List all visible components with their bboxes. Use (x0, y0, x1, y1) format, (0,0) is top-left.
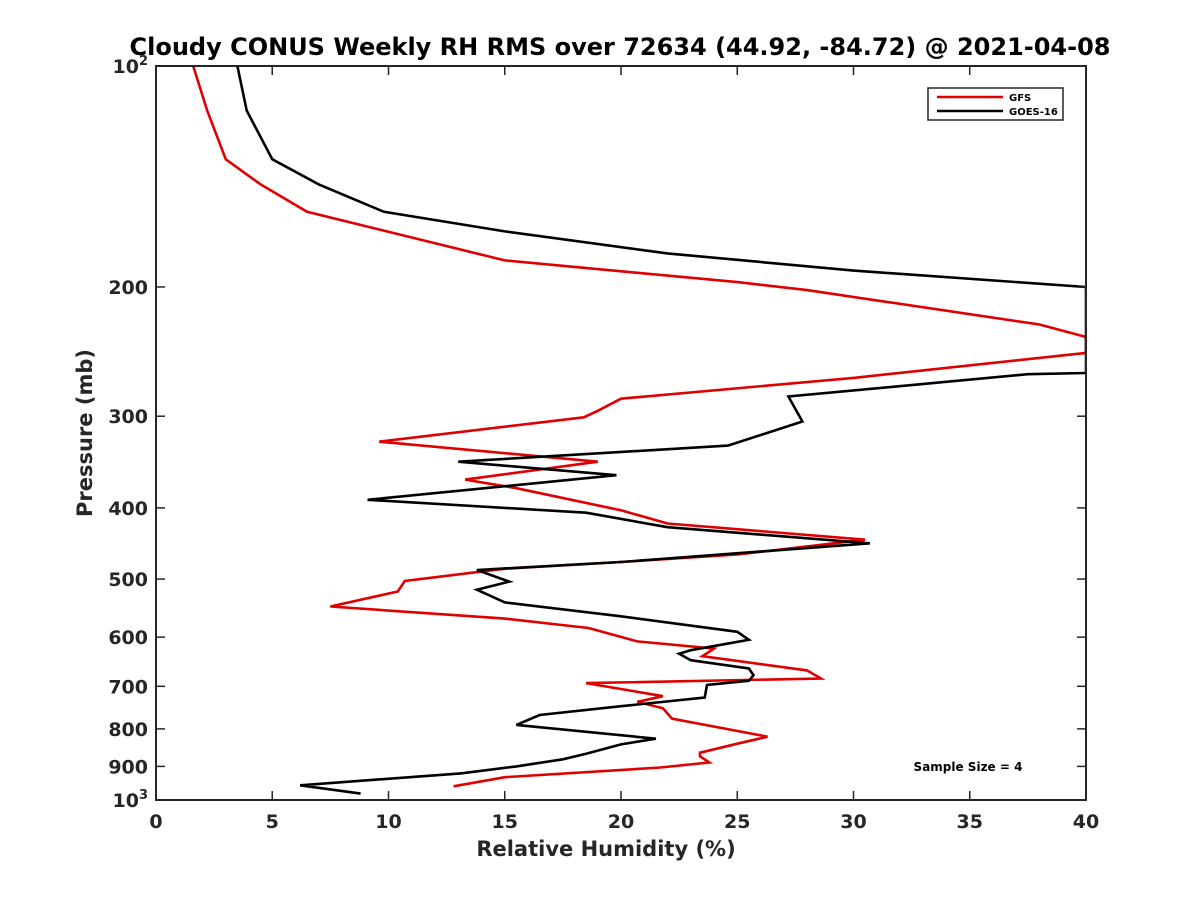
x-tick-label: 35 (957, 811, 983, 833)
legend-label-gfs: GFS (1009, 93, 1031, 104)
sample-size-annotation: Sample Size = 4 (914, 760, 1023, 774)
y-tick-label: 600 (108, 627, 148, 649)
y-tick-label: 700 (108, 676, 148, 698)
legend-label-goes16: GOES-16 (1009, 107, 1058, 118)
x-tick-label: 20 (608, 811, 634, 833)
y-tick-label: 400 (108, 498, 148, 520)
y-tick-label: 500 (108, 569, 148, 591)
x-tick-label: 0 (149, 811, 162, 833)
y-axis-label: Pressure (mb) (73, 349, 97, 517)
x-tick-label: 15 (492, 811, 518, 833)
y-tick-label: 103 (113, 788, 149, 812)
legend: GFS GOES-16 (927, 87, 1064, 121)
y-tick-label: 102 (113, 54, 149, 78)
x-axis-label: Relative Humidity (%) (476, 837, 735, 861)
y-tick-label: 200 (108, 277, 148, 299)
x-tick-label: 30 (840, 811, 866, 833)
y-tick-label: 300 (108, 406, 148, 428)
legend-box (927, 87, 1064, 121)
x-tick-label: 10 (375, 811, 401, 833)
y-tick-label: 800 (108, 719, 148, 741)
axis-ticks: 0 5 10 15 20 25 30 35 40 102 200 300 400 500 600 700 800… (108, 54, 1099, 833)
y-tick-label: 900 (108, 756, 148, 778)
plot-area (191, 66, 1086, 795)
x-tick-label: 5 (266, 811, 279, 833)
chart-title: Cloudy CONUS Weekly RH RMS over 72634 (4… (130, 33, 1111, 61)
series-line-goes16 (236, 66, 1086, 795)
x-tick-label: 40 (1073, 811, 1099, 833)
series-line-gfs (191, 66, 1086, 788)
x-tick-label: 25 (724, 811, 750, 833)
